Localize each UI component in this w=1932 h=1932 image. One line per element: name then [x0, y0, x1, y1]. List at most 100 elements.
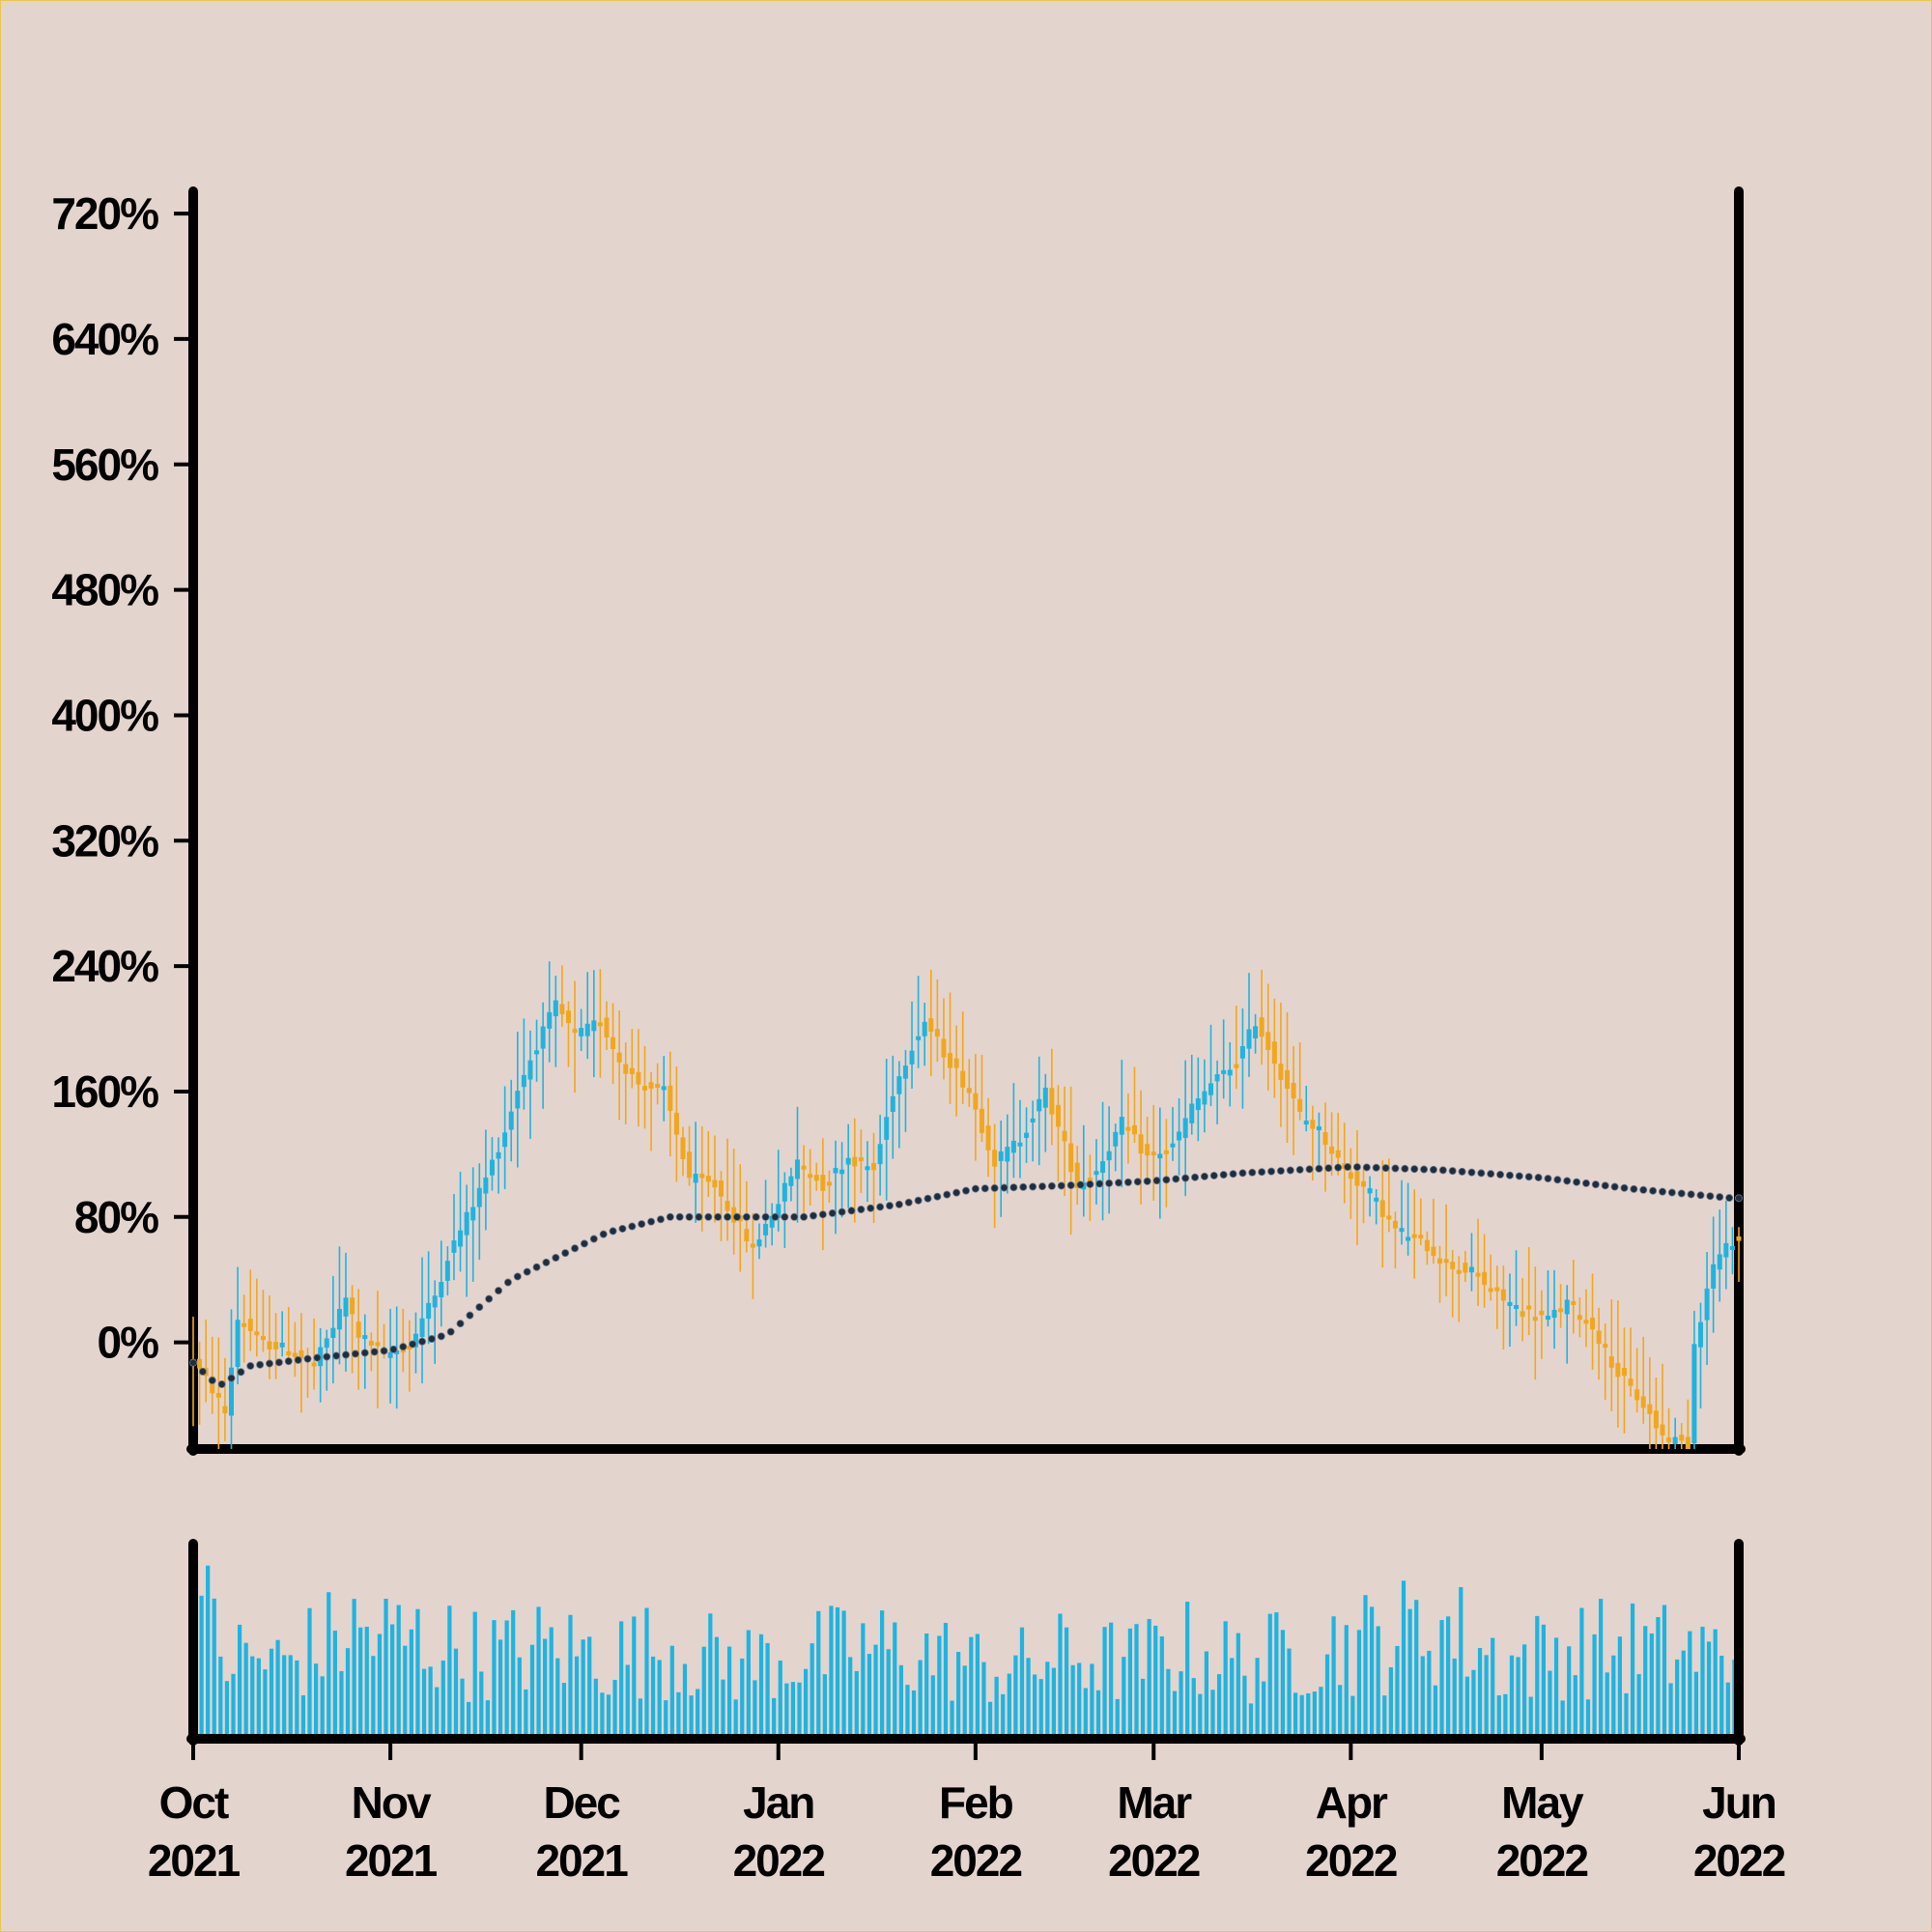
candle-body [394, 1350, 400, 1354]
moving-average-point [962, 1186, 971, 1195]
candle-body [1271, 1041, 1277, 1065]
moving-average-point [1086, 1179, 1094, 1188]
moving-average-point [980, 1184, 989, 1193]
candle-body [604, 1017, 610, 1038]
volume-bar [905, 1685, 910, 1739]
volume-bar [1058, 1613, 1063, 1739]
candle-body [311, 1362, 317, 1367]
volume-bar [1414, 1600, 1419, 1739]
moving-average-point [571, 1244, 580, 1253]
moving-average-point [1219, 1171, 1228, 1179]
volume-bar [1064, 1627, 1069, 1739]
y-tick-label: 0% [98, 1318, 159, 1368]
volume-bar [1548, 1670, 1552, 1739]
candle-body [1640, 1396, 1646, 1408]
y-tick-label: 160% [51, 1066, 158, 1117]
moving-average-point [1038, 1182, 1047, 1191]
volume-bar [358, 1627, 363, 1739]
candle-body [1208, 1083, 1213, 1095]
moving-average-point [456, 1320, 465, 1328]
candle-body [1653, 1410, 1659, 1429]
volume-bar [243, 1642, 248, 1739]
candle-body [744, 1229, 750, 1242]
candle-body [1685, 1436, 1690, 1449]
candle-body [1367, 1188, 1373, 1194]
moving-average-point [1553, 1176, 1562, 1184]
moving-average-point [1563, 1177, 1572, 1185]
moving-average-point [1362, 1163, 1371, 1172]
candle-body [1177, 1131, 1182, 1141]
candle-body [1704, 1288, 1710, 1321]
candle-body [1202, 1091, 1208, 1105]
moving-average-point [1000, 1183, 1009, 1192]
candle-body [1691, 1344, 1697, 1444]
volume-bar [1579, 1607, 1584, 1739]
candle-body [1450, 1262, 1456, 1269]
volume-bar [1013, 1655, 1018, 1739]
moving-average-point [1716, 1193, 1724, 1202]
candle-body [407, 1346, 412, 1350]
volume-bar [848, 1657, 853, 1739]
candle-body [648, 1082, 654, 1089]
volume-bar [1198, 1693, 1203, 1739]
candle-body [350, 1297, 355, 1315]
volume-bar [555, 1658, 560, 1739]
candle-body [781, 1182, 787, 1202]
volume-bar [536, 1606, 541, 1739]
candle-body [1615, 1362, 1621, 1378]
candle-body [1297, 1098, 1303, 1112]
volume-bar [1033, 1674, 1037, 1739]
candle-body [852, 1156, 858, 1167]
candle-body [242, 1322, 247, 1327]
volume-bar [1496, 1695, 1501, 1739]
volume-bar [231, 1673, 236, 1739]
moving-average-line [188, 1163, 1744, 1388]
moving-average-point [1610, 1182, 1619, 1191]
candle-body [1265, 1032, 1271, 1050]
candle-body [273, 1342, 279, 1350]
moving-average-point [1152, 1177, 1161, 1185]
candle-body [756, 1239, 762, 1247]
moving-average-point [1372, 1163, 1380, 1172]
moving-average-point [284, 1357, 293, 1366]
candle-body [591, 1020, 597, 1032]
candle-body [215, 1393, 221, 1398]
candle-body [1037, 1098, 1042, 1112]
volume-bar [835, 1606, 840, 1739]
candle-body [1189, 1103, 1195, 1123]
moving-average-point [638, 1220, 646, 1229]
candle-body [521, 1074, 526, 1088]
volume-bar [199, 1595, 204, 1739]
candle-body [1551, 1309, 1557, 1319]
volume-bar [1649, 1633, 1654, 1739]
volume-bar [1624, 1692, 1629, 1739]
moving-average-point [724, 1212, 732, 1221]
candle-body [1145, 1144, 1151, 1156]
candle-body [1437, 1258, 1443, 1264]
volume-bar [772, 1697, 777, 1739]
volume-bar [1019, 1627, 1025, 1739]
volume-bar [352, 1599, 356, 1739]
date-x-ticks: Oct 2021 Nov 2021 Dec 2021 Jan 2022 Feb 2022 Mar 20… [148, 1739, 1787, 1886]
volume-bar [911, 1690, 917, 1739]
moving-average-point [1229, 1170, 1237, 1179]
moving-average-point [1391, 1164, 1400, 1173]
volume-bar [689, 1695, 694, 1739]
candle-body [1278, 1064, 1284, 1080]
volume-bar [1127, 1628, 1133, 1739]
volume-bar [1382, 1695, 1387, 1739]
volume-bar [1038, 1679, 1043, 1739]
moving-average-point [1696, 1191, 1705, 1200]
volume-bar [504, 1620, 509, 1739]
moving-average-point [1066, 1180, 1075, 1189]
moving-average-point [885, 1202, 894, 1210]
volume-bar [396, 1605, 401, 1739]
volume-bar [1599, 1599, 1604, 1739]
candle-body [1322, 1131, 1328, 1146]
volume-bar [269, 1648, 274, 1739]
moving-average-point [675, 1212, 684, 1221]
moving-average-point [1267, 1167, 1276, 1176]
candle-body [808, 1174, 813, 1179]
volume-bar [1427, 1650, 1432, 1739]
moving-average-point [1057, 1181, 1065, 1190]
